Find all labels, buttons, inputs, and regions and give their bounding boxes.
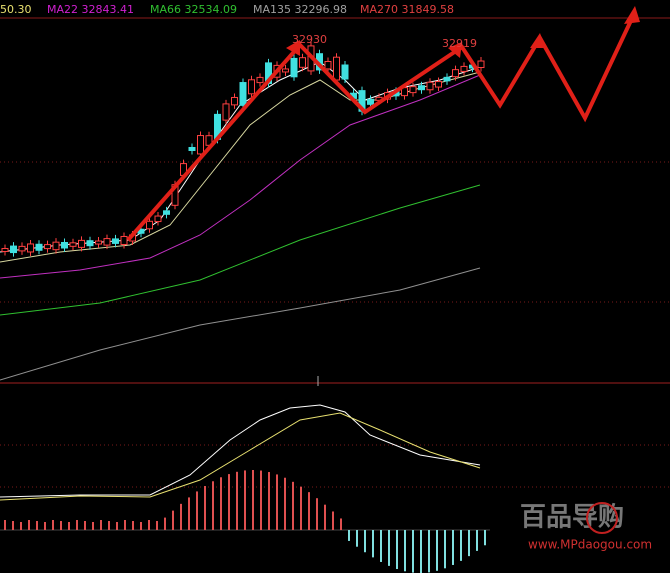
candle-body [146, 220, 153, 230]
candle-body [477, 60, 485, 69]
candle-body [256, 76, 264, 84]
candle-body [460, 65, 468, 72]
watermark-brand: 百品导购 [520, 503, 624, 533]
candle-body [409, 86, 417, 94]
high-annotation: 32919 [442, 37, 477, 50]
arrow-head [530, 33, 545, 48]
candle-body [95, 240, 102, 245]
candle-body [367, 98, 374, 105]
candle-body [86, 240, 94, 247]
arrow-head [624, 6, 640, 24]
candle-body [290, 57, 298, 78]
candle-body [188, 147, 196, 151]
candle-body [418, 85, 425, 91]
arrow-head [286, 40, 300, 56]
candle-body [18, 245, 26, 252]
ma66-line [0, 184, 481, 316]
candle-body [231, 96, 238, 106]
candle-body [112, 238, 119, 244]
candle-body [197, 135, 204, 155]
dea-line [0, 412, 481, 501]
candle-body [69, 242, 77, 247]
candle-body [52, 241, 60, 251]
trend-arrow [126, 11, 637, 242]
candle-body [44, 244, 51, 250]
high-annotation: 32930 [292, 33, 327, 46]
ma135-line [0, 267, 481, 381]
candle-body [222, 103, 230, 121]
candle-body [163, 210, 170, 215]
candle-body [324, 61, 332, 70]
candle-body [282, 68, 289, 73]
candle-body [333, 56, 340, 81]
candle-body [248, 79, 255, 95]
candle-body [341, 64, 349, 80]
candle-body [426, 81, 434, 91]
candle-body [154, 215, 162, 223]
candle-body [78, 239, 85, 248]
candle-body [27, 243, 34, 253]
ma135-label: MA135 32296.98 [253, 3, 347, 16]
watermark-url: www.MPdaogou.com [528, 538, 652, 552]
candle-body [103, 238, 111, 246]
watermark-logo [586, 502, 618, 534]
candle-body [239, 82, 247, 106]
candle-body [35, 243, 43, 251]
candle-body [120, 235, 128, 245]
ma22-label: MA22 32843.41 [47, 3, 134, 16]
candle-body [452, 69, 459, 78]
arrow-head [448, 42, 462, 58]
dif-line [0, 404, 481, 498]
candle-body [10, 245, 17, 254]
candle-body [61, 241, 68, 249]
macd-histogram [4, 470, 486, 573]
ma22-line [0, 74, 481, 279]
ma66-label: MA66 32534.09 [150, 3, 237, 16]
candle-body [435, 81, 442, 88]
candle-body [443, 76, 451, 82]
ma270-label: MA270 31849.58 [360, 3, 454, 16]
candle-body [299, 57, 306, 68]
last-value: 50.30 [0, 3, 32, 16]
candle-body [1, 248, 9, 252]
candles [1, 41, 485, 257]
